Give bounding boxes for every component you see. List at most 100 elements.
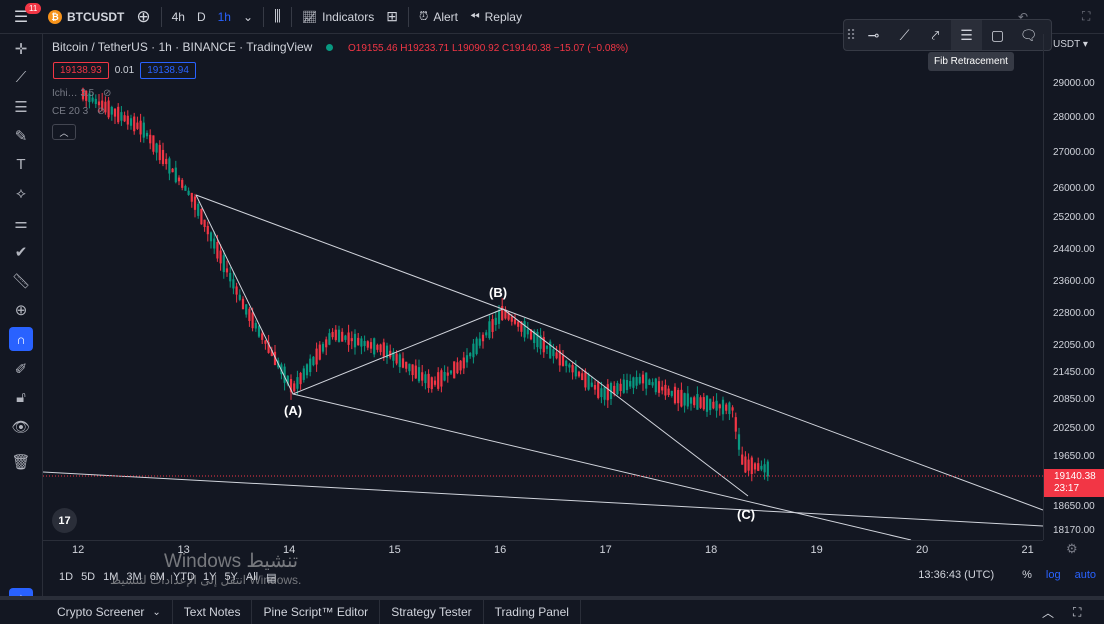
candle-body <box>299 372 302 385</box>
candle-body <box>437 372 440 389</box>
range-ytd[interactable]: YTD <box>172 571 195 583</box>
text-tool[interactable]: T <box>0 150 42 179</box>
range-5d[interactable]: 5D <box>81 571 96 583</box>
interval-1h[interactable]: 1h <box>217 9 231 24</box>
ruler-tool[interactable]: 📏︎ <box>0 266 42 295</box>
range-1y[interactable]: 1Y <box>202 571 217 583</box>
price-tick: 18650.00 <box>1053 501 1095 512</box>
icons-tool[interactable]: ✔ <box>0 237 42 266</box>
ruler-icon: 📏︎ <box>11 272 31 290</box>
chevron-down-icon: ⌄ <box>242 9 254 24</box>
tab-strategy-tester[interactable]: Strategy Tester <box>380 600 484 624</box>
tab-label: Crypto Screener <box>57 605 145 619</box>
hide-drawings-tool[interactable]: 👁︎ <box>0 412 42 441</box>
candle-body <box>267 342 270 353</box>
crosshair-tool[interactable]: ✛ <box>0 34 42 63</box>
symbol-search-button[interactable]: ₿ BTCUSDT <box>42 0 130 33</box>
candle-body <box>344 335 347 340</box>
price-tick: 28000.00 <box>1053 112 1095 123</box>
candle-body <box>187 190 190 195</box>
horizontal-ray-tool[interactable]: ⊸ <box>858 20 889 50</box>
chart-type-button[interactable]: ⫼ <box>268 0 287 33</box>
price-axis[interactable]: USDT ▾ 29000.00 28000.00 27000.00 26000.00 2… <box>1043 34 1104 540</box>
compare-button[interactable]: ⊕ <box>130 0 156 33</box>
interval-4h[interactable]: 4h <box>171 9 185 24</box>
fib-retracement-icon: ☰ <box>960 26 973 43</box>
indicator-ce[interactable]: CE 20 3 ⊘ <box>52 106 105 117</box>
candle-body <box>533 330 536 344</box>
range-bar-right: 13:36:43 (UTC) % log auto <box>918 569 1096 581</box>
range-5y[interactable]: 5Y <box>224 571 238 583</box>
auto-toggle[interactable]: auto <box>1074 569 1096 581</box>
brush-tool[interactable]: ✎ <box>0 121 42 150</box>
fullscreen-button[interactable]: ⛶ <box>1076 0 1096 33</box>
candle-body <box>424 374 427 384</box>
candle-body <box>257 325 261 337</box>
interval-d[interactable]: D <box>196 9 206 24</box>
utc-clock[interactable]: 13:36:43 (UTC) <box>918 569 995 581</box>
expand-panel-button[interactable]: ︿ <box>1042 604 1054 621</box>
prediction-tool[interactable]: ⚌ <box>0 208 42 237</box>
time-tick: 21 <box>1021 544 1034 556</box>
candle-body <box>347 332 350 345</box>
replay-button[interactable]: ⏪︎ Replay <box>464 0 528 33</box>
range-1d[interactable]: 1D <box>59 571 74 583</box>
chart-pane[interactable] <box>43 34 1043 540</box>
fib-tool[interactable]: ☰ <box>0 92 42 121</box>
candle-body <box>536 331 539 348</box>
templates-button[interactable]: ⊞ <box>380 0 404 33</box>
path-tool[interactable]: ⤤ <box>920 20 951 50</box>
rectangle-tool[interactable]: ▢ <box>982 20 1013 50</box>
sell-button[interactable]: 19138.93 <box>53 62 109 79</box>
indicator-ichimoku[interactable]: Ichi… 3.5 ⊘ <box>52 88 111 99</box>
remove-drawings-tool[interactable]: 🗑︎ <box>0 447 42 476</box>
tab-pine-editor[interactable]: Pine Script™ Editor <box>252 600 381 624</box>
currency-selector[interactable]: USDT ▾ <box>1053 39 1088 50</box>
tab-crypto-screener[interactable]: Crypto Screener ⌄ <box>0 600 173 624</box>
candle-body <box>373 338 376 355</box>
buy-button[interactable]: 19138.94 <box>140 62 196 79</box>
alert-button[interactable]: ⏰︎ Alert <box>413 0 464 33</box>
interval-dropdown[interactable]: ⌄ <box>237 0 259 33</box>
candle-body <box>731 407 734 411</box>
tab-trading-panel[interactable]: Trading Panel <box>484 600 581 624</box>
time-axis[interactable]: 12 13 14 15 16 17 18 19 20 21 <box>43 540 1043 561</box>
tab-label: Trading Panel <box>494 605 569 619</box>
percent-toggle[interactable]: % <box>1022 569 1032 581</box>
candle-body <box>126 115 129 125</box>
current-price-label: 19140.38 23:17 <box>1044 469 1104 497</box>
grip-icon: ⠿ <box>845 26 857 43</box>
rectangle-icon: ▢ <box>990 26 1005 43</box>
range-all[interactable]: All <box>245 571 259 583</box>
callout-tool[interactable]: 🗨︎ <box>1013 20 1044 50</box>
tradingview-logo[interactable]: 17 <box>52 508 77 533</box>
undo-button[interactable]: ↶ <box>1012 0 1034 33</box>
candle-body <box>443 371 446 381</box>
stay-in-drawing-tool[interactable]: ✐ <box>0 354 42 383</box>
fib-retracement-tool[interactable]: ☰ <box>951 20 982 50</box>
series-title[interactable]: Bitcoin / TetherUS · 1h · BINANCE · Trad… <box>52 40 313 54</box>
candle-body <box>341 331 344 342</box>
log-toggle[interactable]: log <box>1045 569 1061 581</box>
line-tool[interactable]: ⟋ <box>889 20 920 50</box>
zoom-tool[interactable]: ⊕ <box>0 295 42 324</box>
trendline-tool[interactable]: ⟋ <box>0 63 42 92</box>
tab-text-notes[interactable]: Text Notes <box>173 600 253 624</box>
drag-handle[interactable]: ⠿ <box>844 20 858 50</box>
chart-canvas <box>43 87 1043 540</box>
pattern-tool[interactable]: ⟡ <box>0 179 42 208</box>
tab-label: Text Notes <box>183 605 241 619</box>
legend-collapse-button[interactable]: ︿ <box>52 124 76 140</box>
menu-button[interactable]: ☰ <box>0 0 42 33</box>
indicators-button[interactable]: 📈︎ Indicators <box>296 0 380 33</box>
magnet-tool[interactable]: ∩ <box>9 327 33 351</box>
lock-drawings-tool[interactable]: 🔓︎ <box>0 383 42 412</box>
maximize-panel-button[interactable]: ⛶ <box>1073 605 1081 620</box>
range-6m[interactable]: 6M <box>149 571 165 583</box>
chevron-up-icon: ︿ <box>1042 605 1055 620</box>
goto-date-button[interactable]: ▤ <box>266 571 276 584</box>
plus-circle-icon: ⊕ <box>136 6 151 26</box>
chart-settings-button[interactable]: ⚙ <box>1066 541 1078 557</box>
range-1m[interactable]: 1M <box>103 571 119 583</box>
range-3m[interactable]: 3M <box>126 571 142 583</box>
